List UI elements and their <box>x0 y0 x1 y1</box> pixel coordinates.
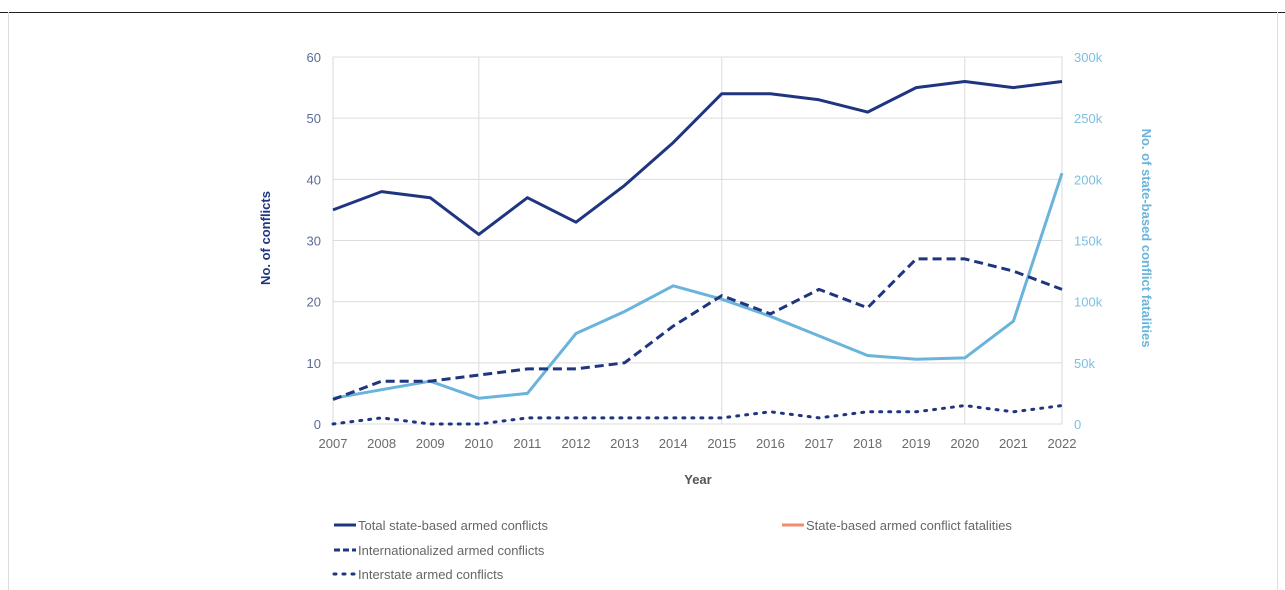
gridlines <box>332 56 1063 425</box>
y2-tick-label: 300k <box>1074 50 1103 65</box>
y2-tick-label: 150k <box>1074 234 1103 249</box>
y2-axis-title: No. of state-based conflict fatalities <box>1139 129 1154 348</box>
right-axis-ticks: 0 50k 100k 150k 200k 250k 300k <box>1074 50 1103 432</box>
y2-tick-label: 0 <box>1074 417 1081 432</box>
y2-tick-label: 100k <box>1074 295 1103 310</box>
series-line-total-state-based-armed-conflicts <box>332 80 1063 236</box>
y-tick-label: 60 <box>307 50 321 65</box>
y2-tick-label: 50k <box>1074 356 1095 371</box>
x-tick-label: 2021 <box>999 436 1028 451</box>
y-tick-label: 50 <box>307 111 321 126</box>
legend-label: Internationalized armed conflicts <box>358 543 545 558</box>
left-axis-ticks: 0 10 20 30 40 50 60 <box>307 50 321 432</box>
x-tick-label: 2015 <box>707 436 736 451</box>
y2-tick-label: 200k <box>1074 172 1103 187</box>
legend-label: Total state-based armed conflicts <box>358 518 549 533</box>
x-tick-label: 2012 <box>562 436 591 451</box>
x-tick-label: 2011 <box>513 436 541 451</box>
right-border <box>1277 12 1278 590</box>
x-tick-label: 2017 <box>805 436 834 451</box>
series-line-interstate-armed-conflicts <box>331 404 1064 426</box>
legend-label: Interstate armed conflicts <box>358 567 504 582</box>
y-tick-label: 20 <box>307 295 321 310</box>
x-tick-label: 2013 <box>610 436 639 451</box>
x-tick-label: 2009 <box>416 436 445 451</box>
y-tick-label: 30 <box>307 234 321 249</box>
legend-label: State-based armed conflict fatalities <box>806 518 1012 533</box>
x-tick-label: 2016 <box>756 436 785 451</box>
x-axis-title: Year <box>684 472 711 487</box>
legend: Total state-based armed conflicts Interna… <box>332 518 1012 582</box>
y-tick-label: 10 <box>307 356 321 371</box>
x-tick-label: 2022 <box>1048 436 1077 451</box>
y-tick-label: 0 <box>314 417 321 432</box>
x-tick-label: 2008 <box>367 436 396 451</box>
x-tick-label: 2019 <box>902 436 931 451</box>
x-axis-ticks: 2007 2008 2009 2010 2011 2012 2013 2014 2015 2016… <box>319 436 1077 451</box>
top-rule <box>0 12 1285 13</box>
x-tick-label: 2014 <box>659 436 688 451</box>
x-tick-label: 2018 <box>853 436 882 451</box>
y-axis-title: No. of conflicts <box>258 191 273 285</box>
series-lines <box>331 80 1064 426</box>
y2-tick-label: 250k <box>1074 111 1103 126</box>
series-line-state-based-armed-conflict-fatalities <box>332 172 1064 400</box>
x-tick-label: 2020 <box>950 436 979 451</box>
series-line-internationalized-armed-conflicts <box>332 257 1063 401</box>
y-tick-label: 40 <box>307 172 321 187</box>
left-border <box>8 12 9 590</box>
x-tick-label: 2007 <box>319 436 348 451</box>
x-tick-label: 2010 <box>464 436 493 451</box>
